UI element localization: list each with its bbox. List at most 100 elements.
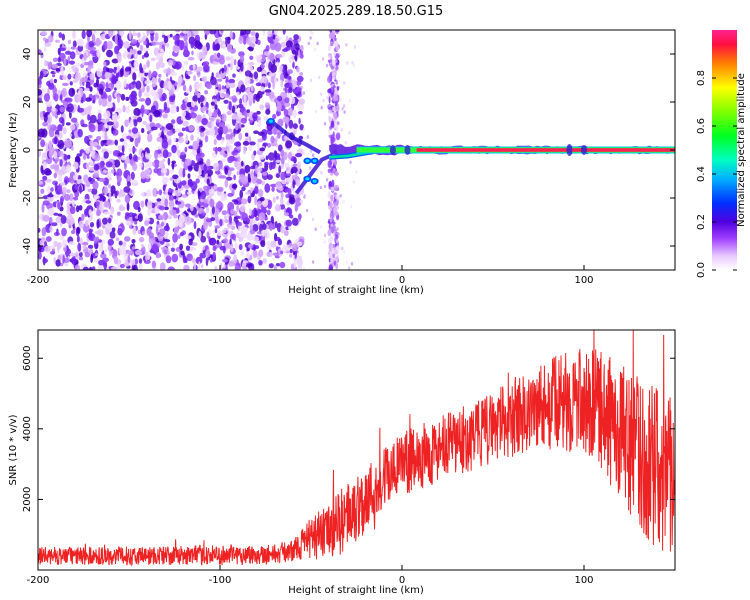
spectrogram-cell bbox=[239, 55, 245, 63]
y-tick-label: 4000 bbox=[22, 416, 33, 441]
spectrogram-cell bbox=[229, 238, 232, 245]
spectrogram-cell bbox=[341, 106, 344, 111]
spectrogram-cell bbox=[161, 130, 165, 140]
spectrogram-cell bbox=[332, 85, 336, 89]
spectrogram-cell bbox=[41, 203, 45, 213]
spectrogram-cell bbox=[307, 41, 310, 46]
spectrogram-cell bbox=[335, 30, 340, 33]
spectrogram-cell bbox=[274, 77, 277, 85]
spectrogram-cell bbox=[126, 135, 132, 140]
spectrogram-cell bbox=[100, 157, 106, 162]
spectrogram-cell bbox=[89, 72, 95, 81]
spectrogram-cell bbox=[296, 87, 302, 92]
spectrogram-cell bbox=[311, 31, 314, 36]
spectrogram-cell bbox=[335, 59, 338, 63]
spectrogram-cell bbox=[141, 246, 146, 256]
spectrogram-cell bbox=[289, 248, 293, 254]
spectrogram-cell bbox=[202, 61, 210, 66]
spectrogram-cell bbox=[189, 84, 192, 93]
x-tick-label: 100 bbox=[574, 575, 593, 586]
spectrogram-cell bbox=[228, 100, 232, 111]
spectrogram-cell bbox=[210, 101, 216, 106]
spectrogram-cell bbox=[331, 245, 334, 250]
spectrogram-cell bbox=[62, 82, 69, 87]
spectrogram-cell bbox=[165, 243, 170, 247]
spectrogram-cell bbox=[295, 179, 301, 187]
spectrogram-cell bbox=[106, 40, 113, 50]
spectrogram-cell bbox=[42, 200, 50, 206]
spectrogram-cell bbox=[38, 251, 42, 260]
spectrogram-cell bbox=[74, 264, 81, 270]
spectrogram-cell bbox=[55, 39, 60, 43]
spectrogram-cell bbox=[252, 249, 258, 258]
spectrogram-cell bbox=[75, 94, 82, 102]
spectrogram-cell bbox=[298, 111, 303, 115]
spectrogram-cell bbox=[48, 128, 55, 138]
spectrogram-cell bbox=[252, 112, 258, 122]
spectrogram-cell bbox=[114, 139, 118, 146]
spectrogram-cell bbox=[336, 254, 339, 262]
spectrogram-cell bbox=[85, 162, 90, 169]
spectrogram-cell bbox=[257, 171, 260, 177]
spectrogram-cell bbox=[287, 69, 293, 75]
spectrogram-cell bbox=[168, 59, 174, 67]
spectrogram-cell bbox=[201, 106, 208, 111]
spectrogram-cell bbox=[75, 51, 82, 56]
colorbar: 0.0 0.2 0.4 0.6 0.8 Normalized spectral ampl… bbox=[696, 30, 747, 278]
spectrogram-cell bbox=[124, 158, 129, 165]
spectrogram-cell bbox=[70, 124, 76, 131]
spectrogram-cell bbox=[292, 109, 297, 118]
spectrogram-cell bbox=[249, 224, 254, 231]
spectrogram-cell bbox=[65, 139, 72, 149]
spectrogram-cell bbox=[53, 150, 58, 159]
y-tick-label: 2000 bbox=[22, 487, 33, 512]
spectrogram-cell bbox=[224, 262, 228, 270]
spectrogram-cell bbox=[278, 64, 284, 74]
spectrogram-cell bbox=[187, 56, 195, 61]
spectrogram-cell bbox=[96, 209, 101, 216]
spectrogram-cell bbox=[294, 203, 298, 212]
spectrogram-cell bbox=[247, 177, 252, 183]
spectrogram-cell bbox=[38, 80, 42, 85]
spectrogram-cell bbox=[153, 109, 160, 118]
spectrogram-cell bbox=[345, 43, 348, 47]
spectrogram-cell bbox=[329, 117, 333, 121]
spectrogram-cell bbox=[187, 173, 191, 179]
spectrogram-cell bbox=[82, 72, 87, 77]
spectrogram-cell bbox=[219, 218, 223, 227]
spectrogram-cell bbox=[73, 161, 79, 170]
spectrogram-cell bbox=[233, 174, 237, 181]
spectrogram-cell bbox=[236, 91, 240, 97]
spectrogram-cell bbox=[38, 149, 42, 158]
spectrogram-cell bbox=[256, 178, 263, 185]
spectrogram-cell bbox=[305, 208, 309, 213]
spectrogram-cell bbox=[331, 194, 334, 200]
spectrogram-cell bbox=[128, 129, 132, 133]
spectrogram-cell bbox=[87, 188, 93, 193]
spectrogram-cell bbox=[221, 93, 225, 97]
spectrogram-cell bbox=[103, 200, 110, 208]
spectrogram-cell bbox=[106, 78, 111, 83]
spectrogram-cell bbox=[124, 236, 131, 242]
spectrogram-cell bbox=[137, 72, 145, 78]
spectrogram-cell bbox=[118, 245, 125, 256]
spectrogram-cell bbox=[107, 94, 112, 103]
spectrogram-cell bbox=[257, 120, 262, 128]
spectrogram-cell bbox=[241, 212, 248, 222]
spectrogram-cell bbox=[84, 208, 89, 216]
spectrogram-cell bbox=[262, 258, 267, 264]
spectrogram-cell bbox=[48, 61, 53, 70]
spectrogram-cell bbox=[119, 263, 125, 269]
spectrogram-cell bbox=[139, 44, 144, 52]
spectrogram-cell bbox=[138, 98, 146, 102]
spectrogram-cell bbox=[159, 262, 166, 270]
spectrogram-cell bbox=[270, 135, 275, 144]
spectrogram-cell bbox=[119, 30, 124, 36]
spectrogram-cell bbox=[117, 94, 121, 104]
spectrogram-y-ticks: -40 -20 0 20 40 bbox=[22, 48, 675, 254]
spectrogram-cell bbox=[67, 214, 73, 221]
spectrogram-cell bbox=[95, 39, 102, 45]
spectrogram-cell bbox=[335, 249, 339, 255]
spectrogram-cell bbox=[115, 80, 122, 90]
spectrogram-cell bbox=[196, 83, 200, 92]
